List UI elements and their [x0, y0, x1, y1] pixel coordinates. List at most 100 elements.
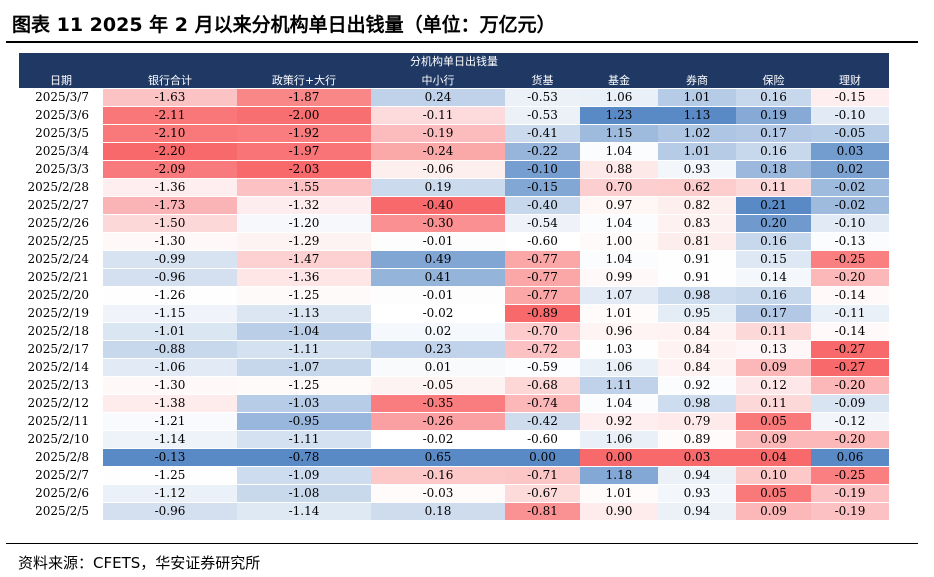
value-cell: 0.98 [658, 394, 736, 413]
value-cell: 0.81 [658, 232, 736, 251]
date-cell: 2025/3/7 [19, 88, 103, 107]
value-cell: -0.24 [371, 142, 505, 161]
value-cell: 0.92 [580, 412, 658, 431]
value-cell: 0.84 [658, 358, 736, 377]
value-cell: -0.20 [811, 268, 889, 287]
value-cell: -0.09 [811, 394, 889, 413]
value-cell: -0.12 [811, 412, 889, 431]
value-cell: 1.15 [580, 124, 658, 143]
column-header: 保险 [736, 71, 811, 89]
value-cell: -0.70 [505, 322, 580, 341]
value-cell: 0.11 [736, 178, 811, 197]
value-cell: -1.55 [237, 178, 371, 197]
value-cell: -0.35 [371, 394, 505, 413]
date-cell: 2025/2/26 [19, 214, 103, 233]
value-cell: -1.32 [237, 196, 371, 215]
value-cell: 0.79 [658, 412, 736, 431]
value-cell: 1.01 [658, 88, 736, 107]
date-cell: 2025/2/18 [19, 322, 103, 341]
value-cell: -0.60 [505, 430, 580, 449]
value-cell: 0.16 [736, 232, 811, 251]
value-cell: 0.14 [736, 268, 811, 287]
value-cell: 0.84 [658, 322, 736, 341]
value-cell: -0.68 [505, 376, 580, 395]
value-cell: -0.71 [505, 466, 580, 485]
value-cell: 0.11 [736, 322, 811, 341]
value-cell: 0.03 [658, 448, 736, 467]
value-cell: -0.78 [237, 448, 371, 467]
value-cell: -1.21 [103, 412, 237, 431]
value-cell: -1.92 [237, 124, 371, 143]
value-cell: 0.17 [736, 124, 811, 143]
value-cell: -0.27 [811, 340, 889, 359]
value-cell: 0.49 [371, 250, 505, 269]
value-cell: 0.02 [371, 322, 505, 341]
value-cell: -0.22 [505, 142, 580, 161]
value-cell: -0.11 [371, 106, 505, 125]
date-cell: 2025/2/19 [19, 304, 103, 323]
value-cell: -2.00 [237, 106, 371, 125]
value-cell: 0.09 [736, 430, 811, 449]
value-cell: -2.10 [103, 124, 237, 143]
table-row: 2025/2/12 -1.38 -1.03 -0.35 -0.74 1.04 0.98 0.1… [19, 394, 889, 413]
value-cell: 0.99 [580, 268, 658, 287]
value-cell: -1.47 [237, 250, 371, 269]
date-cell: 2025/2/5 [19, 502, 103, 520]
value-cell: -1.11 [237, 340, 371, 359]
value-cell: -1.20 [237, 214, 371, 233]
table-row: 2025/3/3 -2.09 -2.03 -0.06 -0.10 0.88 0.93 0.18… [19, 160, 889, 179]
date-cell: 2025/3/6 [19, 106, 103, 125]
value-cell: -0.96 [103, 268, 237, 287]
column-header: 银行合计 [103, 71, 237, 89]
value-cell: -0.13 [103, 448, 237, 467]
date-cell: 2025/2/8 [19, 448, 103, 467]
value-cell: 0.06 [811, 448, 889, 467]
value-cell: -1.73 [103, 196, 237, 215]
value-cell: -0.40 [371, 196, 505, 215]
value-cell: -1.25 [237, 376, 371, 395]
table-row: 2025/2/25 -1.30 -1.29 -0.01 -0.60 1.00 0.81 0.1… [19, 232, 889, 251]
table-row: 2025/2/18 -1.01 -1.04 0.02 -0.70 0.96 0.84 0.11… [19, 322, 889, 341]
value-cell: -0.40 [505, 196, 580, 215]
value-cell: 0.17 [736, 304, 811, 323]
value-cell: 0.24 [371, 88, 505, 107]
value-cell: 0.92 [658, 376, 736, 395]
source-note: 资料来源：CFETS，华安证券研究所 [18, 554, 261, 572]
value-cell: 1.18 [580, 466, 658, 485]
value-cell: -1.36 [103, 178, 237, 197]
table-row: 2025/2/6 -1.12 -1.08 -0.03 -0.67 1.01 0.93 0.05… [19, 484, 889, 503]
value-cell: 0.95 [658, 304, 736, 323]
value-cell: -1.11 [237, 430, 371, 449]
value-cell: -0.72 [505, 340, 580, 359]
value-cell: -1.25 [237, 286, 371, 305]
value-cell: 0.94 [658, 502, 736, 520]
date-cell: 2025/2/6 [19, 484, 103, 503]
value-cell: 0.02 [811, 160, 889, 179]
table-row: 2025/2/20 -1.26 -1.25 -0.01 -0.77 1.07 0.98 0.1… [19, 286, 889, 305]
value-cell: -1.03 [237, 394, 371, 413]
value-cell: 0.18 [371, 502, 505, 520]
value-cell: -0.01 [371, 232, 505, 251]
value-cell: -1.38 [103, 394, 237, 413]
table-row: 2025/2/10 -1.14 -1.11 -0.02 -0.60 1.06 0.89 0.0… [19, 430, 889, 449]
value-cell: 0.13 [736, 340, 811, 359]
value-cell: -1.08 [237, 484, 371, 503]
value-cell: -1.87 [237, 88, 371, 107]
value-cell: 1.23 [580, 106, 658, 125]
value-cell: -0.60 [505, 232, 580, 251]
column-header: 中小行 [371, 71, 505, 89]
table-header-row: 日期 银行合计 政策行+大行 中小行 货基 基金 券商 保险 理财 [19, 71, 889, 89]
value-cell: -1.04 [237, 322, 371, 341]
date-cell: 2025/2/7 [19, 466, 103, 485]
date-cell: 2025/2/13 [19, 376, 103, 395]
value-cell: -0.02 [811, 196, 889, 215]
value-cell: 1.01 [580, 304, 658, 323]
value-cell: 0.91 [658, 268, 736, 287]
value-cell: -1.12 [103, 484, 237, 503]
value-cell: -1.06 [103, 358, 237, 377]
value-cell: -0.26 [371, 412, 505, 431]
value-cell: 1.11 [580, 376, 658, 395]
value-cell: 1.06 [580, 88, 658, 107]
value-cell: -0.01 [371, 286, 505, 305]
value-cell: -1.36 [237, 268, 371, 287]
